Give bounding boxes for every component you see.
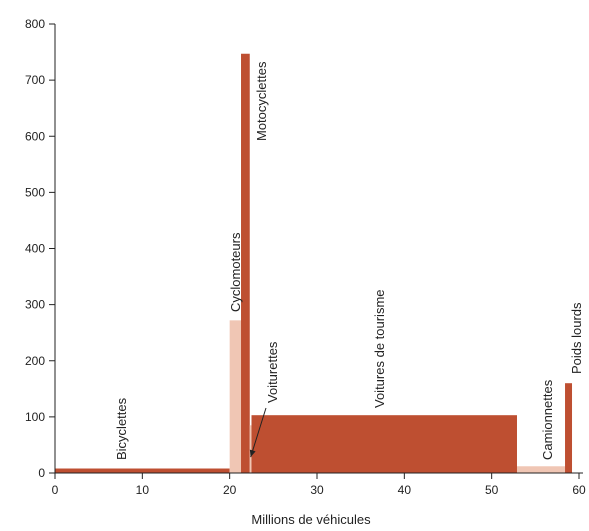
y-tick-label: 400 — [25, 242, 45, 256]
y-tick-label: 800 — [25, 17, 45, 31]
y-tick-label: 600 — [25, 129, 45, 143]
y-tick-label: 700 — [25, 73, 45, 87]
x-tick-label: 10 — [136, 483, 150, 497]
bar-label-5: Camionnettes — [540, 379, 555, 460]
bar-2 — [241, 53, 250, 474]
y-tick-label: 100 — [25, 410, 45, 424]
y-tick-label: 500 — [25, 185, 45, 199]
voiturettes-pointer — [250, 407, 267, 458]
x-tick-label: 30 — [310, 483, 324, 497]
bar-5 — [516, 466, 566, 473]
bar-1 — [229, 320, 242, 473]
x-tick-label: 20 — [223, 483, 237, 497]
bar-label-6: Poids lourds — [569, 302, 584, 374]
voiturettes-pointer-head — [249, 449, 256, 458]
bar-4 — [251, 415, 517, 473]
bar-0 — [55, 468, 230, 473]
x-axis-title: Millions de véhicules — [251, 512, 371, 527]
bar-label-3: Voiturettes — [265, 341, 280, 403]
x-tick-label: 50 — [485, 483, 499, 497]
y-tick-label: 300 — [25, 298, 45, 312]
bar-label-2: Motocyclettes — [254, 61, 269, 141]
y-tick-label: 0 — [38, 466, 45, 480]
bar-label-0: Bicyclettes — [114, 397, 129, 460]
x-tick-label: 60 — [572, 483, 586, 497]
x-tick-label: 40 — [398, 483, 412, 497]
bar-6 — [565, 383, 573, 473]
y-tick-label: 200 — [25, 354, 45, 368]
bar-3 — [249, 425, 252, 473]
bar-label-4: Voitures de tourisme — [372, 289, 387, 408]
bar-label-1: Cyclomoteurs — [228, 232, 243, 312]
x-tick-label: 0 — [52, 483, 59, 497]
